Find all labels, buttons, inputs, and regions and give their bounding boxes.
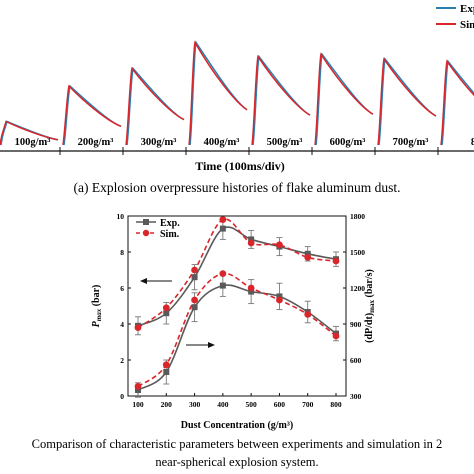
segment-label: 400g/m³ [204, 137, 240, 148]
left-axis-title: Pmax (bar) [91, 285, 103, 328]
plot-frame [127, 215, 347, 397]
sim-point-left [219, 216, 227, 224]
sim-trace-8 [440, 59, 474, 146]
y-left-tick-label: 0 [120, 392, 124, 401]
segment-label: 700g/m³ [393, 137, 429, 148]
segment-label: 300g/m³ [141, 137, 177, 148]
sim-trace-1 [0, 120, 59, 146]
segment-label: 500g/m³ [267, 137, 303, 148]
x-tick-label: 300 [189, 400, 201, 409]
segment-label: 600g/m³ [330, 137, 366, 148]
exp-point-left [163, 310, 170, 317]
legend-b-sim-label: Sim. [160, 229, 180, 240]
series-layer [134, 216, 340, 398]
y-right-tick-label: 1500 [350, 248, 365, 257]
y-left-tick-label: 2 [120, 356, 124, 365]
right-axis-arrow [186, 342, 215, 348]
x-tick-label: 200 [161, 400, 173, 409]
sim-point-right [162, 361, 170, 369]
sim-point-right [219, 270, 227, 277]
exp-point-right [135, 387, 141, 393]
panel-a-traces [0, 40, 474, 155]
y-right-tick-label: 600 [350, 356, 362, 365]
axis-ticks: 100 200 300 400 500 600 700 800 0 2 4 6 8 10 300 600 900… [117, 212, 366, 409]
exp-trace-5 [252, 54, 311, 146]
panel-a-segment-labels: 100g/m³ 200g/m³ 300g/m³ 400g/m³ 500g/m³ 600g/… [15, 137, 474, 148]
x-tick-label: 600 [274, 400, 286, 409]
y-right-tick-label: 1800 [350, 212, 365, 221]
exp-point-left [304, 250, 311, 257]
legend-b-exp-label: Exp. [160, 218, 180, 229]
sim-point-right [191, 296, 198, 304]
legend-exp-label: Exp. [460, 3, 474, 15]
y-left-tick-label: 8 [120, 248, 124, 257]
sim-point-left [162, 304, 170, 312]
exp-point-left [191, 274, 198, 281]
exp-trace-6 [315, 52, 374, 146]
exp-point-right [248, 288, 255, 295]
sim-point-right [276, 296, 283, 304]
panel-b-caption-line1: Comparison of characteristic parameters … [32, 437, 443, 451]
exp-point-left [248, 236, 255, 243]
legend-sim-marker [142, 229, 150, 237]
panel-b-x-label: Dust Concentration (g/m³) [181, 420, 293, 431]
exp-trace-3 [126, 66, 185, 146]
sim-point-left [276, 241, 283, 249]
sim-trace-3 [125, 66, 185, 146]
sim-point-right [247, 284, 255, 292]
legend-exp-marker [143, 219, 149, 225]
panel-a-x-label: Time (100ms/div) [195, 159, 284, 173]
sim-trace-7 [377, 57, 437, 146]
left-axis-arrow [140, 278, 172, 284]
x-tick-label: 400 [217, 400, 229, 409]
sim-trace-4 [188, 40, 248, 146]
y-left-tick-label: 4 [120, 320, 124, 329]
sim-point-left [134, 324, 142, 331]
characteristic-parameters-panel: 100 200 300 400 500 600 700 800 0 2 4 6 8 10 300 600 900… [32, 212, 443, 469]
x-tick-label: 100 [132, 400, 144, 409]
y-right-tick-label: 1200 [350, 284, 365, 293]
segment-label: 8 [471, 137, 474, 148]
legend-sim-label: Sim. [460, 19, 474, 31]
panel-b-caption-line2: near-spherical explosion system. [155, 455, 318, 469]
exp-trace-7 [378, 57, 437, 146]
exp-point-right [191, 304, 198, 311]
exp-point-right [163, 369, 170, 375]
x-tick-label: 700 [302, 400, 314, 409]
exp-point-left [219, 225, 226, 232]
y-right-tick-label: 900 [350, 320, 362, 329]
y-left-tick-label: 10 [117, 212, 125, 221]
segment-label: 200g/m³ [78, 137, 114, 148]
panel-b-legend: Exp. Sim. [136, 218, 180, 240]
panel-a-legend: Exp. Sim. [436, 3, 474, 31]
exp-trace-8 [441, 59, 474, 146]
sim-point-left [247, 239, 255, 247]
y-right-tick-label: 300 [350, 392, 362, 401]
sim-point-right [304, 311, 312, 318]
right-axis-title: (dP/dt)max (bar/s) [364, 269, 376, 343]
exp-point-right [219, 282, 226, 289]
sim-point-right [332, 332, 340, 340]
x-tick-label: 500 [246, 400, 258, 409]
y-left-tick-label: 6 [120, 284, 124, 293]
sim-trace-5 [251, 54, 311, 146]
x-tick-label: 800 [330, 400, 342, 409]
sim-trace-6 [314, 52, 374, 146]
sim-point-left [332, 257, 340, 265]
sim-series-line-right [137, 272, 337, 388]
overpressure-history-panel: 100g/m³ 200g/m³ 300g/m³ 400g/m³ 500g/m³ 600g/… [0, 3, 474, 195]
sim-trace-2 [62, 84, 122, 146]
exp-trace-4 [189, 40, 248, 146]
panel-a-caption: (a) Explosion overpressure histories of … [74, 180, 401, 195]
segment-label: 100g/m³ [15, 137, 51, 148]
sim-point-right [134, 383, 142, 390]
exp-point-right [276, 293, 283, 300]
sim-point-left [191, 266, 198, 274]
sim-point-left [304, 254, 312, 261]
